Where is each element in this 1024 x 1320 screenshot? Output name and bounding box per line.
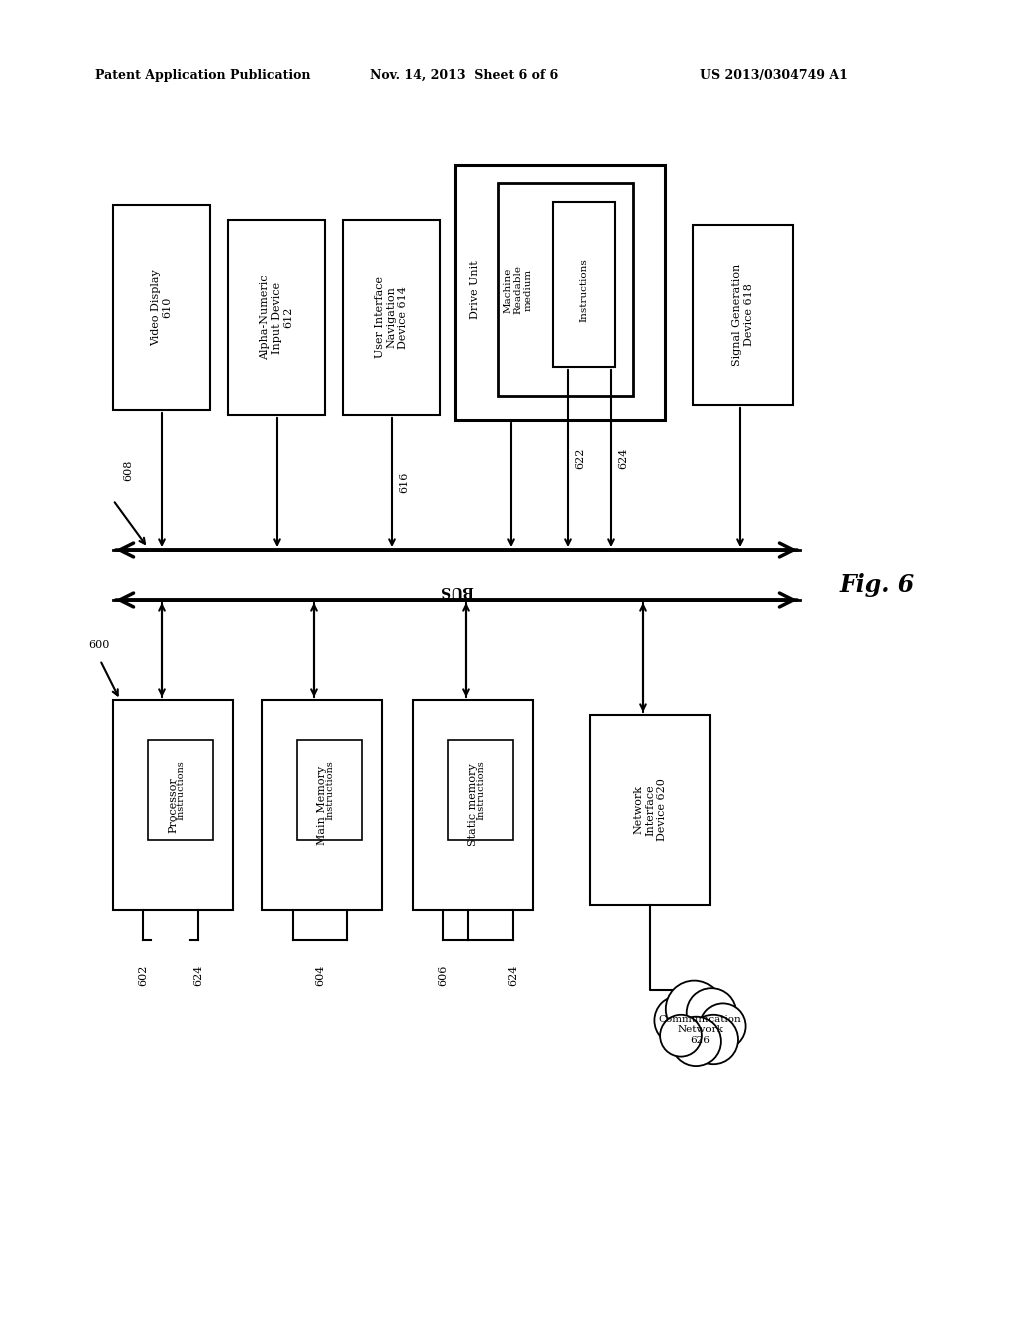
Bar bbox=[455, 165, 665, 420]
Text: Processor: Processor bbox=[168, 777, 178, 833]
Text: 624: 624 bbox=[508, 965, 518, 986]
Text: Video Display
610: Video Display 610 bbox=[151, 269, 172, 346]
Bar bbox=[343, 220, 440, 414]
Bar bbox=[413, 700, 534, 909]
Circle shape bbox=[672, 1016, 721, 1067]
Text: Patent Application Publication: Patent Application Publication bbox=[95, 69, 310, 82]
Text: Signal Generation
Device 618: Signal Generation Device 618 bbox=[732, 264, 754, 366]
Text: User Interface
Navigation
Device 614: User Interface Navigation Device 614 bbox=[375, 276, 409, 359]
Circle shape bbox=[688, 1015, 738, 1064]
Text: Nov. 14, 2013  Sheet 6 of 6: Nov. 14, 2013 Sheet 6 of 6 bbox=[370, 69, 558, 82]
Text: 604: 604 bbox=[315, 965, 325, 986]
Text: Machine
Readable
medium: Machine Readable medium bbox=[503, 265, 532, 314]
Text: Drive Unit: Drive Unit bbox=[470, 260, 480, 319]
Text: US 2013/0304749 A1: US 2013/0304749 A1 bbox=[700, 69, 848, 82]
Text: 616: 616 bbox=[399, 471, 409, 492]
Bar bbox=[228, 220, 325, 414]
Bar bbox=[590, 715, 710, 906]
Circle shape bbox=[687, 989, 736, 1038]
Text: Fig. 6: Fig. 6 bbox=[840, 573, 915, 597]
Circle shape bbox=[666, 981, 723, 1038]
Text: Main Memory: Main Memory bbox=[317, 766, 327, 845]
Text: Instructions: Instructions bbox=[476, 760, 485, 820]
Bar bbox=[262, 700, 382, 909]
Text: 606: 606 bbox=[438, 965, 449, 986]
Circle shape bbox=[654, 995, 703, 1045]
Text: Instructions: Instructions bbox=[325, 760, 334, 820]
Text: 608: 608 bbox=[123, 459, 133, 480]
Bar bbox=[498, 183, 633, 396]
Bar bbox=[553, 202, 615, 367]
Text: Instructions: Instructions bbox=[580, 259, 589, 322]
Text: 600: 600 bbox=[88, 640, 110, 649]
Text: BUS: BUS bbox=[439, 583, 473, 597]
Bar bbox=[113, 550, 800, 601]
Text: Static memory: Static memory bbox=[468, 764, 478, 846]
Text: Network
Interface
Device 620: Network Interface Device 620 bbox=[634, 779, 667, 841]
Circle shape bbox=[660, 1015, 701, 1056]
Circle shape bbox=[700, 1003, 745, 1049]
Text: 602: 602 bbox=[138, 965, 148, 986]
Text: Alpha-Numeric
Input Device
612: Alpha-Numeric Input Device 612 bbox=[260, 275, 293, 360]
Bar bbox=[148, 741, 213, 840]
Text: 622: 622 bbox=[575, 447, 585, 469]
Text: 624: 624 bbox=[193, 965, 203, 986]
Bar bbox=[113, 700, 233, 909]
Text: Instructions: Instructions bbox=[176, 760, 185, 820]
Bar bbox=[113, 205, 210, 411]
Text: 624: 624 bbox=[618, 447, 628, 469]
Text: Communication
Network
626: Communication Network 626 bbox=[658, 1015, 741, 1045]
Bar bbox=[297, 741, 362, 840]
Bar bbox=[449, 741, 513, 840]
Bar bbox=[693, 224, 793, 405]
